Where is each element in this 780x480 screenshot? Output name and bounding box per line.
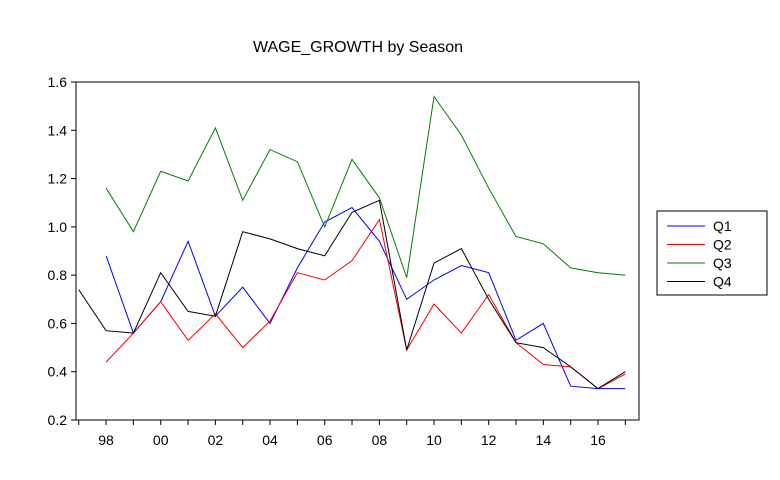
x-tick-label: 10 — [426, 432, 442, 448]
y-tick-label: 0.2 — [48, 412, 68, 428]
legend-label: Q3 — [713, 255, 732, 271]
y-axis: 0.2 0.4 0.6 0.8 1.0 1.2 1.4 1.6 — [48, 74, 76, 428]
y-tick-label: 0.6 — [48, 315, 68, 331]
chart-title: WAGE_GROWTH by Season — [253, 39, 463, 56]
x-tick-label: 04 — [262, 432, 278, 448]
x-tick-label: 12 — [481, 432, 497, 448]
legend-label: Q1 — [713, 218, 732, 234]
x-tick-label: 98 — [98, 432, 114, 448]
legend-label: Q2 — [713, 237, 732, 253]
series-line-q4 — [78, 199, 626, 390]
plot-frame — [75, 81, 640, 421]
x-tick-label: 06 — [317, 432, 333, 448]
y-tick-label: 1.2 — [48, 171, 68, 187]
x-tick-label: 08 — [372, 432, 388, 448]
y-tick-label: 0.4 — [48, 364, 68, 380]
legend-label: Q4 — [713, 274, 732, 290]
series-line-q1 — [105, 206, 626, 390]
series-line-q2 — [105, 218, 626, 390]
series-line-q3 — [105, 95, 626, 278]
y-tick-label: 1.4 — [48, 122, 68, 138]
legend-box — [656, 210, 768, 296]
x-tick-label: 00 — [153, 432, 169, 448]
x-axis: 98 00 02 04 06 08 10 12 14 16 — [78, 420, 626, 448]
y-tick-label: 1.0 — [48, 219, 68, 235]
x-tick-label: 02 — [208, 432, 224, 448]
y-tick-label: 1.6 — [48, 74, 68, 90]
x-tick-label: 16 — [590, 432, 606, 448]
y-tick-label: 0.8 — [48, 267, 68, 283]
x-tick-label: 14 — [536, 432, 552, 448]
series-layer — [78, 95, 626, 390]
legend: Q1 Q2 Q3 Q4 — [656, 210, 768, 296]
